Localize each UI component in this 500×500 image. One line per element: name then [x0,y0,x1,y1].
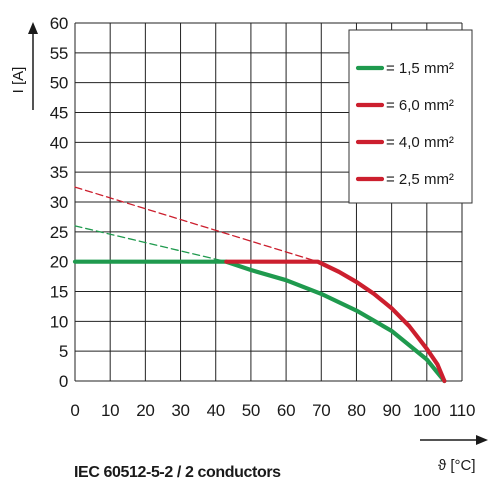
y-axis-arrowhead [28,22,38,34]
series-line [72,259,447,384]
x-tick-label: 30 [171,401,189,420]
y-tick-label: 25 [50,223,68,242]
series-line-extrapolation [74,225,227,263]
y-tick-label: 20 [50,253,68,272]
x-tick-label: 0 [70,401,79,420]
y-tick-label: 50 [50,74,68,93]
x-tick-label: 100 [413,401,440,420]
y-axis-title: I [A] [10,67,27,94]
x-tick-label: 60 [277,401,295,420]
y-tick-label: 5 [59,342,68,361]
x-tick-label: 40 [207,401,225,420]
legend-label: = 1,5 mm² [386,60,454,77]
y-tick-label: 15 [50,283,68,302]
series-line [224,259,447,384]
x-tick-label: 70 [312,401,330,420]
legend-label: = 4,0 mm² [386,134,454,151]
x-tick-label: 20 [136,401,154,420]
x-axis-label: ϑ [°C] [420,435,488,474]
legend-label: = 2,5 mm² [386,171,454,188]
y-tick-label: 10 [50,312,68,331]
x-tick-label: 110 [449,401,475,420]
x-tick-label: 50 [242,401,260,420]
legend-box [348,29,473,204]
y-tick-label: 35 [50,163,68,182]
x-tick-label: 80 [347,401,365,420]
tick-labels: 0 10 20 30 40 50 60 70 80 90 100 110 0 5 10 15 20 25 30 35 4… [50,14,476,420]
y-tick-label: 40 [50,133,68,152]
y-tick-label: 45 [50,104,68,123]
y-tick-label: 60 [50,14,68,33]
series-layer [72,186,447,384]
y-tick-label: 30 [50,193,68,212]
x-tick-label: 90 [382,401,400,420]
series-line-extrapolation [74,186,319,263]
y-tick-label: 0 [59,372,68,391]
chart-caption: IEC 60512-5-2 / 2 conductors [74,464,281,481]
y-tick-label: 55 [50,44,68,63]
x-axis-title: ϑ [°C] [438,457,476,474]
x-tick-label: 10 [101,401,119,420]
x-axis-arrowhead [476,435,488,445]
legend: = 1,5 mm² = 6,0 mm² = 4,0 mm² = 2,5 mm² [348,29,473,204]
legend-label: = 6,0 mm² [386,97,454,114]
y-axis-label: I [A] [10,22,38,110]
